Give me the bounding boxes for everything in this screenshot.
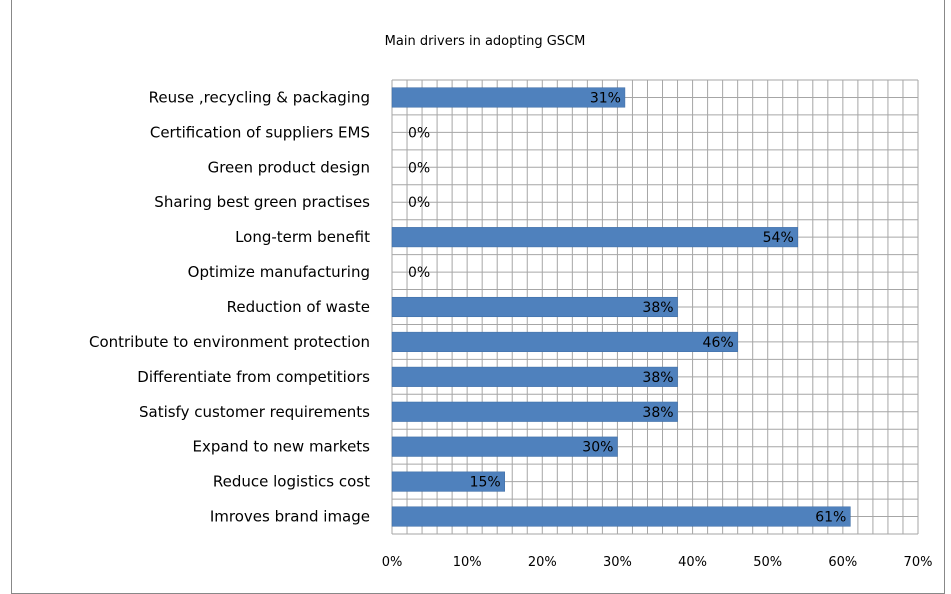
data-label: 46% [703, 335, 734, 351]
category-label: Contribute to environment protection [89, 333, 370, 351]
bar [391, 87, 626, 108]
data-label: 61% [815, 510, 846, 526]
category-label: Sharing best green practises [154, 193, 370, 211]
data-label: 38% [642, 370, 673, 386]
category-label: Differentiate from competitiors [137, 368, 370, 386]
category-label: Optimize manufacturing [188, 263, 370, 281]
category-label: Reduction of waste [227, 298, 370, 316]
category-label: Imroves brand image [210, 508, 370, 526]
bar [391, 296, 678, 318]
data-label: 38% [642, 405, 673, 421]
bar [391, 506, 851, 527]
x-tick-label: 30% [603, 555, 632, 570]
category-label: Reuse ,recycling & packaging [149, 88, 370, 106]
data-labels: 31% 0% 0% 0% 54% 0% 38% 46% 38% 38% 30% 15% 61% [408, 90, 846, 525]
category-label: Certification of suppliers EMS [150, 123, 370, 141]
chart-title: Main drivers in adopting GSCM [385, 34, 586, 49]
data-label: 0% [408, 125, 430, 141]
data-label: 38% [642, 300, 673, 316]
data-label: 0% [408, 195, 430, 211]
bar [391, 401, 678, 422]
x-tick-label: 70% [904, 555, 933, 570]
bar [391, 331, 738, 352]
bar [391, 366, 678, 387]
category-label: Long-term benefit [235, 228, 370, 246]
category-label: Satisfy customer requirements [139, 403, 370, 421]
x-tick-label: 0% [382, 555, 403, 570]
category-label: Reduce logistics cost [213, 473, 370, 491]
x-tick-label: 10% [453, 555, 482, 570]
bar [391, 471, 505, 492]
bars [391, 87, 851, 527]
x-tick-label: 20% [528, 555, 557, 570]
x-tick-label: 50% [753, 555, 782, 570]
data-label: 0% [408, 160, 430, 176]
category-labels: Reuse ,recycling & packaging Certificatio… [89, 88, 370, 525]
bar [391, 436, 618, 457]
category-label: Green product design [208, 158, 370, 176]
bar [391, 227, 799, 248]
x-axis-ticks: 0% 10% 20% 30% 40% 50% 60% 70% [382, 555, 933, 570]
category-label: Expand to new markets [192, 438, 370, 456]
data-label: 15% [470, 475, 501, 491]
data-label: 31% [590, 90, 621, 106]
x-tick-label: 40% [678, 555, 707, 570]
data-label: 54% [763, 230, 794, 246]
data-label: 0% [408, 265, 430, 281]
x-tick-label: 60% [828, 555, 857, 570]
data-label: 30% [582, 440, 613, 456]
